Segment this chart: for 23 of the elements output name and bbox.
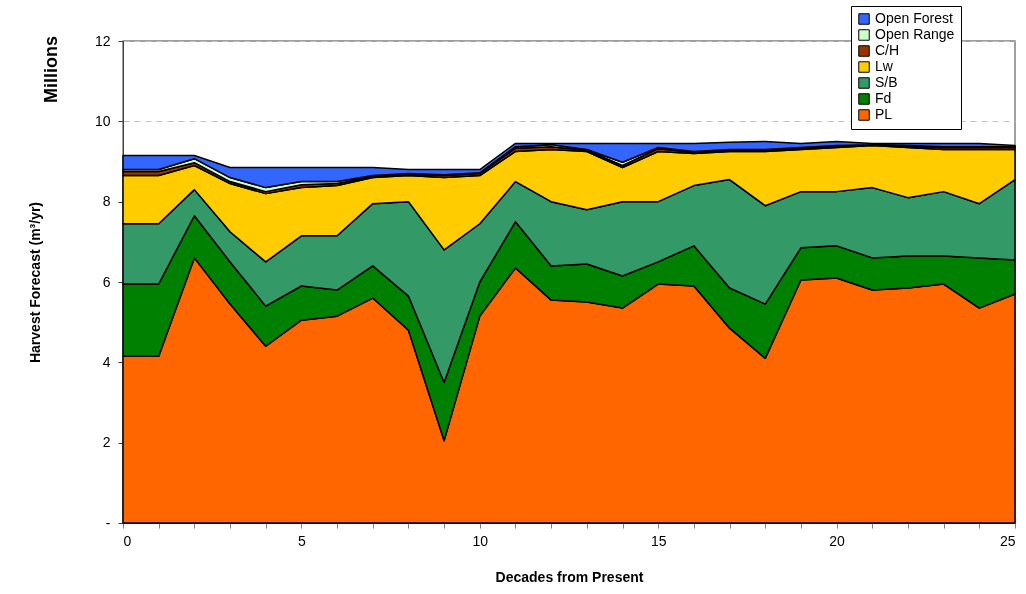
legend-label: C/H xyxy=(875,42,900,58)
text: Millions xyxy=(41,36,61,103)
y-tick-label: 6 xyxy=(102,273,111,290)
y-tick-label: 10 xyxy=(94,112,111,129)
x-tick-label: 0 xyxy=(123,532,132,549)
y-tick-label: 2 xyxy=(102,434,111,451)
x-tick-label: 15 xyxy=(650,532,667,549)
x-axis-title: Decades from Present xyxy=(495,568,644,585)
legend-label: PL xyxy=(875,106,893,122)
x-tick-label: 25 xyxy=(999,532,1016,549)
y-tick-label: 8 xyxy=(102,193,111,210)
y-tick-label: - xyxy=(105,514,111,531)
legend-label: Open Range xyxy=(875,26,955,42)
legend-label: S/B xyxy=(875,74,898,90)
x-tick-label: 5 xyxy=(298,532,306,549)
y-tick-label: 12 xyxy=(94,32,111,49)
x-tick-label: 10 xyxy=(472,532,489,549)
legend-label: Fd xyxy=(875,90,892,106)
y-tick-label: 4 xyxy=(102,353,111,370)
legend-label: Lw xyxy=(875,58,894,74)
y-axis-title: Harvest Forecast (m³/yr) xyxy=(26,201,43,364)
legend-label: Open Forest xyxy=(875,10,953,26)
x-tick-label: 20 xyxy=(829,532,846,549)
